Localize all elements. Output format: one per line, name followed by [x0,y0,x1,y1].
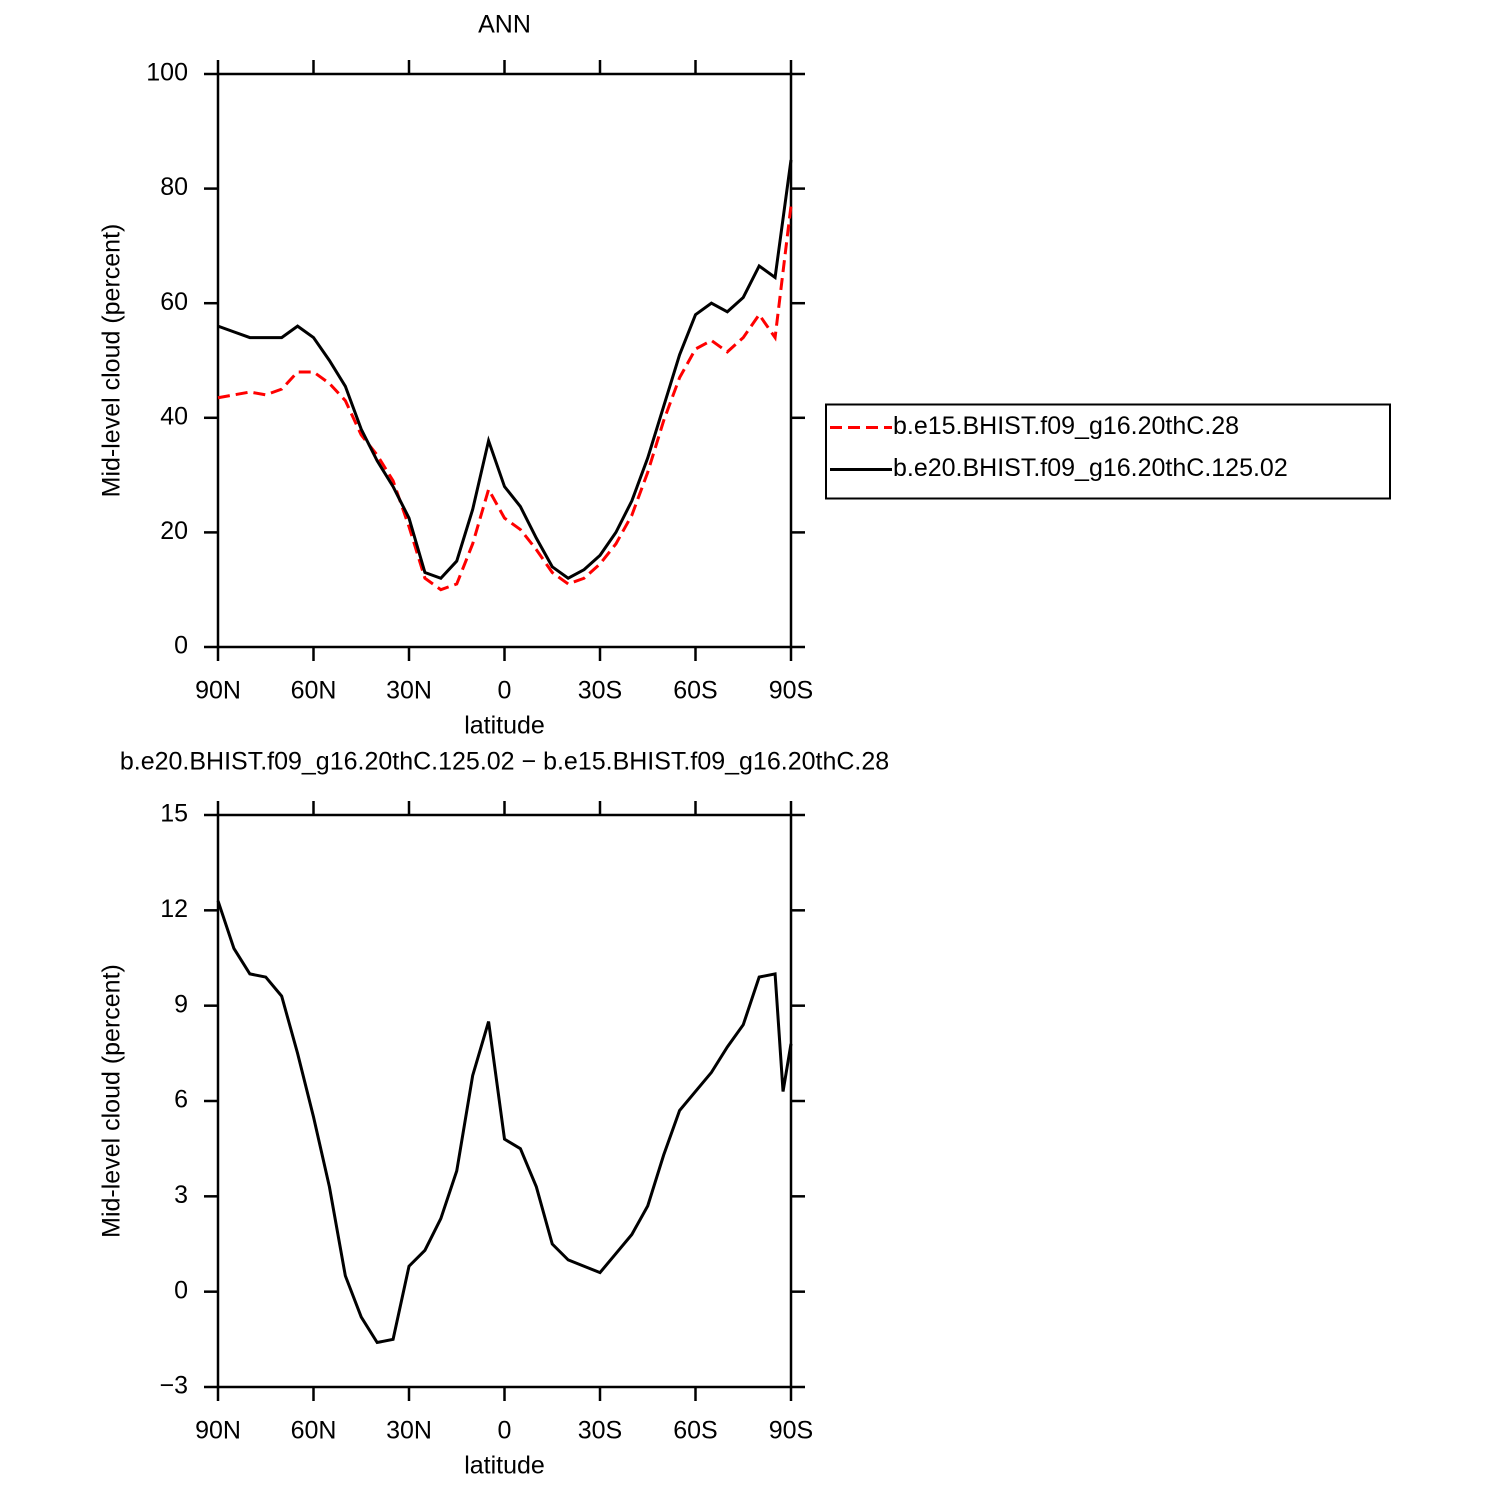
y-tick-label: 9 [174,990,188,1018]
y-tick-label: 100 [146,59,188,87]
legend-label: b.e20.BHIST.f09_g16.20thC.125.02 [893,454,1288,482]
x-tick-label: 30N [386,1417,432,1445]
plot-frame [216,813,793,1389]
y-tick-label: 60 [160,288,188,316]
x-tick-label: 90S [769,1417,813,1445]
x-tick-label: 90N [195,1417,241,1445]
y-axis-label: Mid-level cloud (percent) [98,224,126,498]
x-tick-label: 0 [498,1417,512,1445]
x-tick-label: 60S [673,677,717,705]
x-tick-label: 90N [195,677,241,705]
x-tick-label: 30S [578,677,622,705]
legend-label: b.e15.BHIST.f09_g16.20thC.28 [893,412,1239,440]
x-tick-label: 0 [498,677,512,705]
chart-title: ANN [478,11,531,39]
x-tick-label: 90S [769,677,813,705]
y-tick-label: 0 [174,1276,188,1304]
x-axis-label: latitude [464,1452,545,1480]
y-tick-label: 40 [160,402,188,430]
x-tick-label: 60N [291,1417,337,1445]
y-tick-label: 6 [174,1086,188,1114]
y-tick-label: −3 [159,1372,188,1400]
x-tick-label: 60N [291,677,337,705]
y-axis-label: Mid-level cloud (percent) [98,964,126,1238]
y-tick-label: 3 [174,1181,188,1209]
y-tick-label: 20 [160,517,188,545]
x-axis-label: latitude [464,712,545,740]
data-line [216,900,793,1345]
y-tick-label: 0 [174,632,188,660]
x-tick-label: 30S [578,1417,622,1445]
y-tick-label: 15 [160,800,188,828]
legend-box [825,403,1391,500]
x-tick-label: 60S [673,1417,717,1445]
y-tick-label: 80 [160,173,188,201]
x-tick-label: 30N [386,677,432,705]
data-line [217,159,793,581]
chart-title: b.e20.BHIST.f09_g16.20thC.125.02 − b.e15… [120,748,889,776]
data-line [217,205,793,592]
plot-frame [216,72,793,649]
y-tick-label: 12 [160,895,188,923]
